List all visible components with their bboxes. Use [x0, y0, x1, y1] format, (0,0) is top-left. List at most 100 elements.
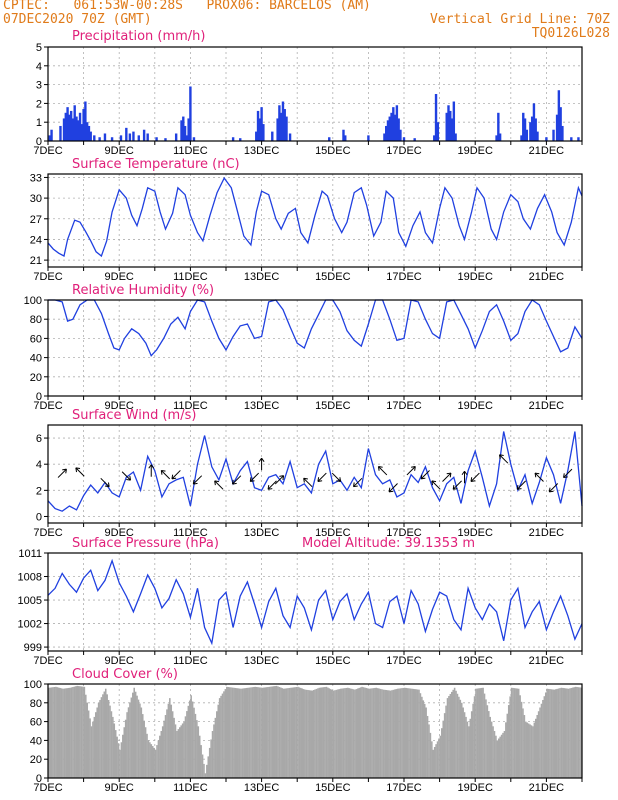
cloud-bar — [453, 687, 456, 778]
cloud-bar — [277, 686, 279, 778]
x-tick-label: 7DEC — [33, 655, 62, 667]
precip-bar — [523, 118, 527, 141]
precip-bar — [66, 107, 69, 141]
wind-arrow-head — [411, 466, 416, 468]
cloud-bar — [245, 687, 248, 778]
precip-bar — [283, 109, 286, 141]
y-tick-label: 27 — [30, 214, 42, 226]
cloud-bar — [247, 687, 249, 778]
panel-frame — [47, 173, 583, 268]
cloud-bar — [328, 688, 331, 778]
cloud-bar — [73, 686, 76, 778]
cloud-bar — [378, 688, 380, 778]
y-tick-label: 0 — [36, 136, 42, 148]
precip-bar — [536, 131, 539, 141]
y-tick-label: 0 — [36, 511, 42, 523]
wind-arrow-head — [214, 480, 216, 486]
wind-arrow-head — [388, 487, 391, 493]
cloud-bar — [282, 688, 285, 778]
cloud-bar — [429, 732, 432, 778]
cloud-bar — [529, 724, 531, 778]
panel-frame — [47, 683, 583, 779]
x-tick-label: 19DEC — [457, 782, 493, 794]
cloud-bar — [93, 716, 96, 778]
cloud-bar — [319, 687, 322, 778]
wind-arrow-head — [317, 480, 323, 482]
wind-arrow-head — [446, 472, 452, 475]
cloud-bar — [287, 688, 289, 778]
cloud-bar — [321, 687, 323, 778]
cloud-bar — [573, 687, 576, 778]
wind-arrow-head — [431, 480, 437, 483]
cloud-bar — [525, 721, 527, 778]
x-tick-label: 21DEC — [529, 782, 565, 794]
precip-bar — [271, 131, 274, 141]
cloud-bar — [392, 689, 395, 778]
cloud-bar — [479, 688, 482, 778]
cloud-bar — [174, 724, 177, 778]
cloud-bar — [314, 689, 316, 778]
cloud-bar — [255, 687, 258, 778]
cloud-bar — [327, 687, 329, 778]
cloud-bar — [503, 731, 506, 778]
wind-arrow-head — [353, 485, 358, 488]
cloud-bar — [388, 690, 390, 778]
cloud-bar — [193, 707, 195, 778]
y-tick-label: 60 — [30, 333, 42, 345]
precip-bar — [278, 105, 281, 141]
cloud-bar — [550, 689, 553, 778]
cloud-bar — [176, 731, 178, 778]
cloud-bar — [480, 687, 483, 778]
cloud-bar — [512, 687, 514, 778]
cloud-bar — [376, 688, 379, 778]
x-tick-label: 11DEC — [173, 271, 208, 283]
precip-bar — [534, 118, 537, 141]
precip-bar — [450, 118, 454, 141]
x-tick-label: 19DEC — [457, 655, 493, 667]
cloud-bar — [153, 747, 155, 778]
cloud-bar — [446, 698, 449, 778]
cloud-bar — [164, 715, 167, 778]
cloud-bar — [510, 687, 513, 778]
cloud-bar — [305, 689, 308, 778]
cloud-bar — [352, 689, 355, 778]
y-tick-label: 1005 — [18, 595, 42, 607]
cloud-bar — [240, 688, 242, 778]
cloud-bar — [358, 687, 360, 778]
cloud-bar — [438, 738, 440, 778]
cloud-bar — [272, 686, 275, 778]
cloud-bar — [137, 699, 140, 778]
cloud-bar — [69, 687, 71, 778]
wind-arrow-head — [303, 477, 308, 480]
panel-5 — [44, 552, 583, 655]
precip-bar — [164, 138, 167, 141]
cloud-bar — [214, 717, 217, 778]
precip-bar — [69, 110, 73, 141]
cloud-bar — [55, 686, 57, 778]
cloud-bar — [275, 685, 278, 778]
wind-arrow-head — [303, 478, 305, 483]
cloud-bar — [227, 687, 229, 778]
cloud-bar — [294, 687, 296, 778]
cloud-bar — [329, 689, 332, 778]
cloud-bar — [233, 687, 235, 778]
x-tick-label: 9DEC — [105, 145, 134, 157]
wind-arrow-head — [62, 468, 67, 471]
cloud-bar — [439, 735, 442, 778]
precip-bar — [78, 112, 82, 141]
y-tick-label: 1008 — [18, 572, 42, 584]
cloud-bar — [369, 688, 372, 778]
cloud-bar — [80, 686, 83, 778]
cloud-bar — [334, 690, 336, 778]
y-tick-label: 24 — [30, 234, 42, 246]
x-tick-label: 13DEC — [244, 400, 280, 412]
cloud-bar — [577, 687, 580, 778]
cloud-bar — [150, 744, 153, 778]
precip-bar — [525, 129, 529, 141]
wind-arrow-head — [75, 467, 78, 473]
cloud-bar — [210, 739, 212, 778]
x-tick-label: 11DEC — [173, 400, 208, 412]
x-tick-label: 11DEC — [173, 782, 208, 794]
wind-arrow — [470, 472, 480, 482]
cloud-bar — [62, 688, 64, 778]
